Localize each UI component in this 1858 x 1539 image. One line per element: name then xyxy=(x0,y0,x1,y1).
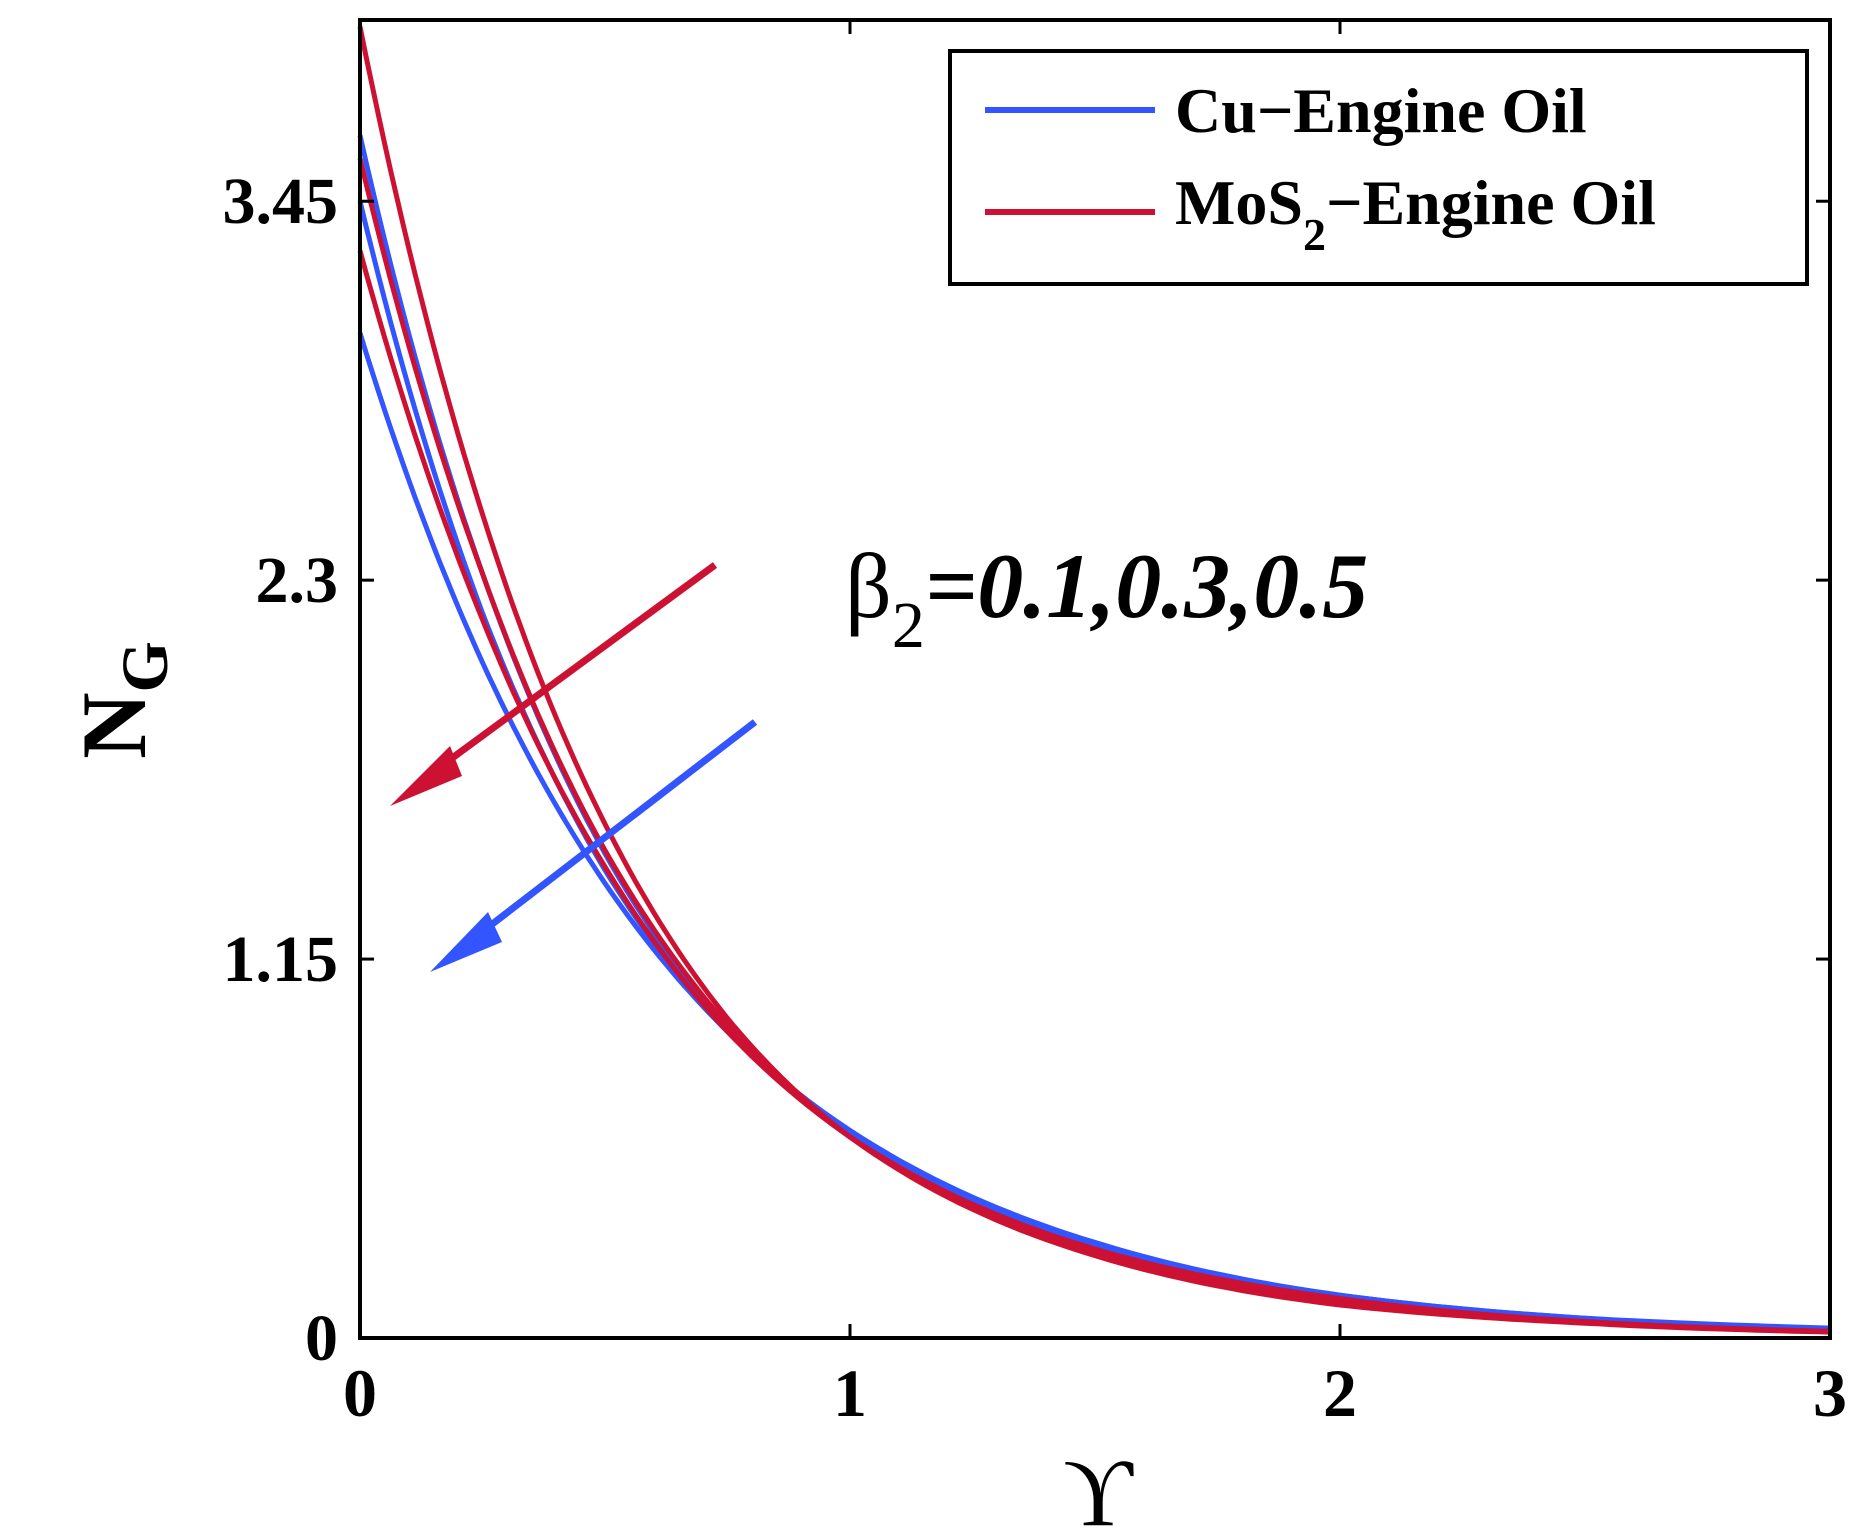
y-tick-label: 0 xyxy=(305,1302,338,1375)
y-axis-ticks: 0 1.15 2.3 3.45 xyxy=(223,165,1830,1375)
red-trend-arrow-head xyxy=(390,746,462,806)
series-lines xyxy=(357,26,1831,1335)
y-tick-label: 2.3 xyxy=(256,544,339,617)
x-tick-label: 0 xyxy=(343,1355,377,1431)
legend-label-mos2-rest: −Engine Oil xyxy=(1326,167,1656,238)
x-axis-label: ϒ xyxy=(1063,1439,1134,1534)
series-line-4 xyxy=(357,250,1831,1334)
series-line-2 xyxy=(357,200,1831,1333)
legend-label-mos2-sub: 2 xyxy=(1303,209,1326,260)
blue-trend-arrow-shaft xyxy=(462,719,758,948)
x-tick-label: 3 xyxy=(1813,1355,1847,1431)
y-axis-label: NG xyxy=(63,641,182,759)
trend-arrows xyxy=(390,562,758,972)
x-tick-label: 2 xyxy=(1323,1355,1357,1431)
legend-box xyxy=(948,49,1809,286)
parameter-annotation: β2=0.1,0.3,0.5 xyxy=(845,535,1368,662)
legend: Cu−Engine Oil MoS2−Engine Oil xyxy=(948,49,1809,286)
series-line-6 xyxy=(357,26,1831,1335)
series-line-3 xyxy=(357,134,1831,1333)
y-axis-label-main: N xyxy=(63,692,165,758)
annotation-subscript: 2 xyxy=(892,589,925,662)
annotation-values: =0.1,0.3,0.5 xyxy=(925,535,1368,637)
plot-frame xyxy=(358,18,1832,1340)
series-line-5 xyxy=(357,157,1831,1334)
annotation-symbol: β xyxy=(845,535,892,637)
legend-label-mos2-main: MoS xyxy=(1175,167,1303,238)
y-tick-label: 3.45 xyxy=(223,165,339,238)
blue-trend-arrow-head xyxy=(430,912,502,972)
x-axis-ticks: 0 1 2 3 xyxy=(343,20,1847,1431)
red-trend-arrow-shaft xyxy=(422,562,718,781)
legend-label-mos2: MoS2−Engine Oil xyxy=(1175,167,1656,260)
x-tick-label: 1 xyxy=(833,1355,867,1431)
y-tick-label: 1.15 xyxy=(223,923,339,996)
svg-text:NG: NG xyxy=(63,641,182,759)
y-axis-label-sub: G xyxy=(109,641,182,692)
legend-label-cu: Cu−Engine Oil xyxy=(1175,75,1587,146)
